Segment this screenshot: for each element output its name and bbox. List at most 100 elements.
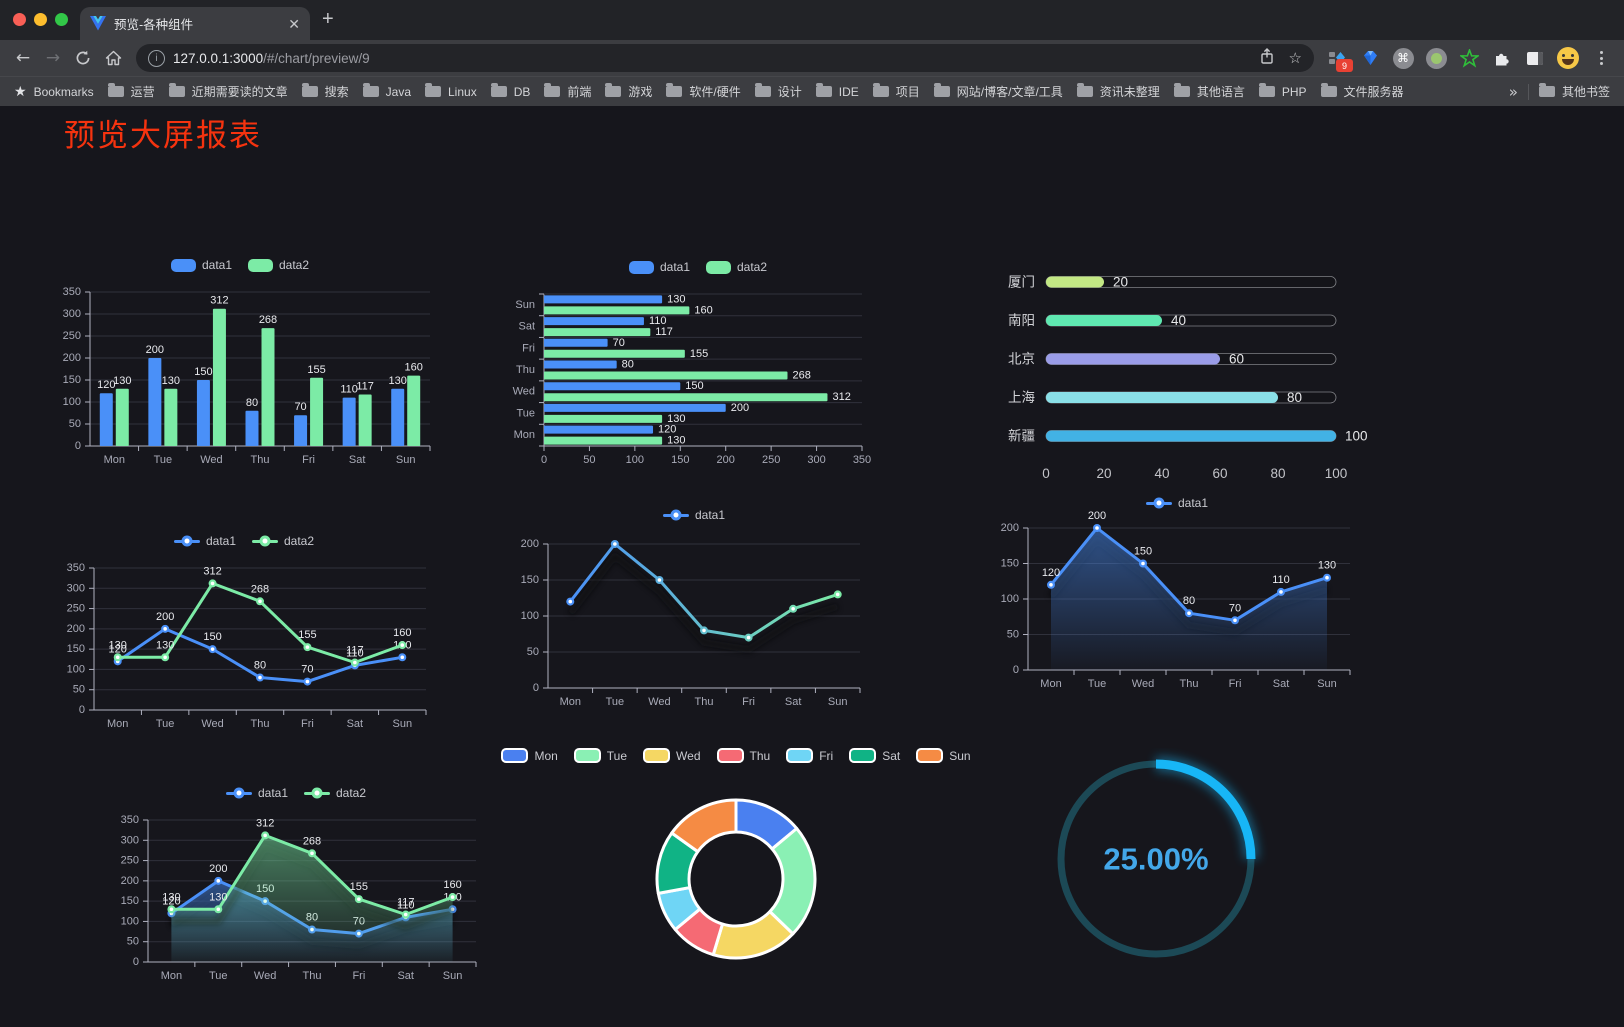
bookmark-folder[interactable]: 网站/博客/文章/工具 bbox=[933, 83, 1063, 100]
vue-devtools-icon[interactable]: 9 bbox=[1326, 47, 1353, 72]
legend-item[interactable]: data2 bbox=[248, 258, 309, 272]
svg-text:250: 250 bbox=[762, 454, 780, 466]
gem-extension-icon[interactable] bbox=[1359, 47, 1381, 69]
bookmark-folder[interactable]: Java bbox=[362, 83, 411, 99]
bookmark-folder[interactable]: 设计 bbox=[754, 83, 802, 100]
bookmark-folder[interactable]: 资讯未整理 bbox=[1076, 83, 1160, 100]
city-progress-chart[interactable]: 厦门 20 南阳 40 北京 60 上海 80 新疆 100 0 20 40 60 80 100 bbox=[980, 256, 1372, 488]
legend-item[interactable]: Sat bbox=[849, 748, 900, 763]
svg-text:0: 0 bbox=[541, 454, 547, 466]
browser-tab[interactable]: 预览-各种组件 ✕ bbox=[80, 7, 310, 40]
page-content: 预览大屏报表 data1 data2 0 50 100 150 200 250 300 350 Mo… bbox=[0, 106, 1624, 1027]
close-window-button[interactable] bbox=[13, 13, 26, 26]
legend-item[interactable]: data1 bbox=[170, 258, 232, 272]
bookmarks-overflow-chevron[interactable]: » bbox=[1508, 82, 1518, 101]
svg-text:100: 100 bbox=[626, 454, 644, 466]
site-info-icon[interactable]: i bbox=[148, 49, 165, 67]
minimize-window-button[interactable] bbox=[34, 13, 47, 26]
svg-text:Mon: Mon bbox=[104, 454, 125, 466]
bookmark-folder[interactable]: 前端 bbox=[544, 83, 591, 100]
svg-text:Tue: Tue bbox=[156, 718, 175, 730]
svg-text:117: 117 bbox=[346, 645, 364, 657]
profile-avatar[interactable] bbox=[1557, 47, 1579, 69]
svg-text:0: 0 bbox=[79, 704, 85, 716]
legend-item[interactable]: Tue bbox=[573, 748, 627, 763]
bookmark-folder[interactable]: 文件服务器 bbox=[1320, 83, 1404, 100]
horizontal-bar-chart[interactable]: data1 data2 0 50 100 150 200 250 300 350 Mon 120 130… bbox=[500, 254, 896, 472]
percent-gauge[interactable]: 25.00% bbox=[1040, 748, 1272, 970]
folder-icon bbox=[490, 83, 507, 97]
bookmark-folder[interactable]: 近期需要读的文章 bbox=[168, 83, 288, 100]
legend-label: data1 bbox=[205, 534, 236, 548]
legend-item[interactable]: Thu bbox=[716, 748, 770, 763]
svg-text:268: 268 bbox=[303, 835, 321, 847]
bookmarks-manager-item[interactable]: ★ Bookmarks bbox=[14, 84, 94, 100]
legend-item[interactable]: Mon bbox=[501, 748, 558, 763]
legend-item[interactable]: data1 bbox=[225, 786, 288, 800]
bookmark-folder[interactable]: 其他语言 bbox=[1173, 83, 1245, 100]
bookmark-folder[interactable]: IDE bbox=[815, 83, 859, 99]
svg-text:Tue: Tue bbox=[154, 454, 173, 466]
dual-line-chart[interactable]: data1 data2 0 50 100 150 200 250 300 350 Mon Tue Wed… bbox=[46, 528, 442, 740]
command-extension-icon[interactable]: ⌘ bbox=[1392, 47, 1414, 69]
new-tab-button[interactable]: + bbox=[322, 8, 334, 30]
address-bar[interactable]: i 127.0.0.1:3000/#/chart/preview/9 ☆ bbox=[136, 44, 1314, 72]
bookmark-folder-label: 运营 bbox=[130, 85, 155, 99]
share-icon[interactable] bbox=[1259, 47, 1275, 70]
legend-item[interactable]: data2 bbox=[304, 786, 366, 800]
legend-item[interactable]: data1 bbox=[1145, 496, 1208, 510]
dual-area-line-chart[interactable]: data1 data2 0 50 100 150 200 250 300 350 Mon Tue Wed… bbox=[100, 780, 492, 992]
extensions-puzzle-icon[interactable] bbox=[1491, 47, 1513, 69]
bookmark-folder[interactable]: DB bbox=[490, 83, 530, 99]
svg-text:200: 200 bbox=[67, 623, 85, 635]
legend-marker bbox=[786, 748, 814, 763]
legend-item[interactable]: data2 bbox=[252, 534, 314, 548]
svg-text:50: 50 bbox=[1007, 629, 1019, 641]
bookmark-folder[interactable]: 运营 bbox=[107, 83, 155, 100]
tab-close-icon[interactable]: ✕ bbox=[288, 15, 300, 32]
svg-text:Fri: Fri bbox=[352, 970, 365, 982]
legend-item[interactable]: Fri bbox=[786, 748, 833, 763]
other-bookmarks-folder[interactable]: 其他书签 bbox=[1538, 83, 1610, 100]
reload-icon[interactable] bbox=[68, 48, 98, 68]
legend-item[interactable]: data1 bbox=[173, 534, 236, 548]
side-panel-icon[interactable] bbox=[1524, 47, 1546, 69]
zoom-window-button[interactable] bbox=[55, 13, 68, 26]
bookmark-folder[interactable]: 软件/硬件 bbox=[666, 83, 741, 100]
bookmark-folder[interactable]: PHP bbox=[1258, 83, 1307, 99]
legend-item[interactable]: data1 bbox=[662, 508, 725, 522]
back-icon[interactable]: ← bbox=[15, 48, 31, 68]
grouped-bar-chart[interactable]: data1 data2 0 50 100 150 200 250 300 350 Mon Tue Wed… bbox=[40, 252, 440, 474]
legend-item[interactable]: data2 bbox=[706, 260, 767, 274]
legend-marker bbox=[248, 258, 273, 272]
svg-text:50: 50 bbox=[127, 936, 139, 948]
bookmark-folder[interactable]: 搜索 bbox=[301, 83, 349, 100]
bookmark-folder[interactable]: 游戏 bbox=[605, 83, 652, 100]
svg-text:南阳: 南阳 bbox=[1008, 313, 1035, 328]
star-extension-icon[interactable] bbox=[1458, 47, 1480, 69]
bookmark-folder[interactable]: 项目 bbox=[872, 83, 920, 100]
legend-item[interactable]: Wed bbox=[643, 748, 701, 763]
svg-text:130: 130 bbox=[1318, 560, 1336, 572]
svg-text:Thu: Thu bbox=[516, 364, 535, 376]
gradient-line-chart[interactable]: data1 0 50 100 150 200 Mon Tue Wed Thu Fri Sat Sun bbox=[502, 502, 886, 716]
browser-menu-icon[interactable] bbox=[1590, 47, 1612, 69]
svg-text:200: 200 bbox=[121, 875, 139, 887]
recorder-extension-icon[interactable] bbox=[1425, 47, 1447, 69]
legend-item[interactable]: Sun bbox=[916, 748, 971, 763]
home-icon[interactable] bbox=[98, 48, 128, 68]
folder-icon bbox=[544, 83, 561, 97]
legend-item[interactable]: data1 bbox=[628, 260, 690, 274]
forward-icon[interactable]: → bbox=[45, 48, 61, 68]
svg-text:250: 250 bbox=[63, 330, 81, 342]
legend-marker bbox=[643, 748, 671, 763]
donut-chart[interactable]: Mon Tue Wed Thu Fri Sat Sun bbox=[501, 742, 971, 998]
svg-text:100: 100 bbox=[67, 663, 85, 675]
svg-text:50: 50 bbox=[69, 418, 81, 430]
svg-text:北京: 北京 bbox=[1008, 352, 1035, 367]
svg-text:Fri: Fri bbox=[301, 718, 314, 730]
area-line-chart[interactable]: data1 0 50 100 150 200 Mon Tue Wed Thu Fri Sat Sun 12… bbox=[986, 490, 1368, 698]
bookmark-folder[interactable]: Linux bbox=[425, 83, 477, 99]
bookmark-star-icon[interactable]: ☆ bbox=[1288, 49, 1302, 67]
svg-text:130: 130 bbox=[113, 375, 131, 387]
